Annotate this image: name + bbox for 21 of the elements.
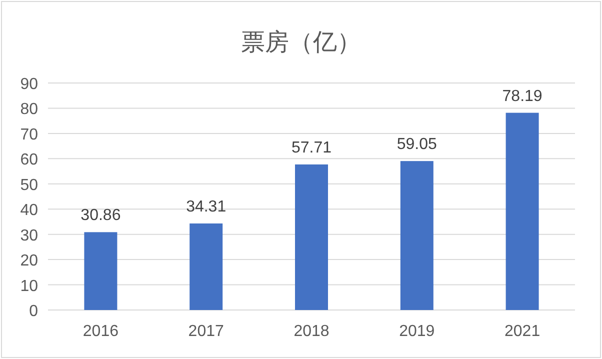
xtick: 2019 (399, 323, 435, 340)
data-label: 59.05 (396, 136, 437, 154)
data-label: 78.19 (502, 88, 542, 105)
xtick: 2017 (188, 323, 224, 340)
ytick: 10 (20, 278, 38, 295)
data-label: 57.71 (291, 139, 332, 156)
ytick: 90 (20, 76, 38, 93)
ytick: 80 (20, 101, 38, 118)
xtick: 2021 (504, 323, 540, 340)
ytick: 70 (20, 126, 38, 144)
data-label: 30.86 (80, 207, 121, 224)
data-label: 34.31 (186, 198, 226, 216)
ytick: 40 (20, 202, 38, 220)
xtick: 2018 (294, 323, 330, 340)
title: 票房（亿） (241, 29, 361, 56)
ytick: 20 (20, 252, 38, 270)
ytick: 30 (20, 227, 38, 244)
ytick: 60 (20, 152, 38, 169)
ytick: 0 (29, 303, 38, 320)
xtick: 2016 (82, 323, 118, 340)
ytick: 50 (20, 176, 38, 194)
